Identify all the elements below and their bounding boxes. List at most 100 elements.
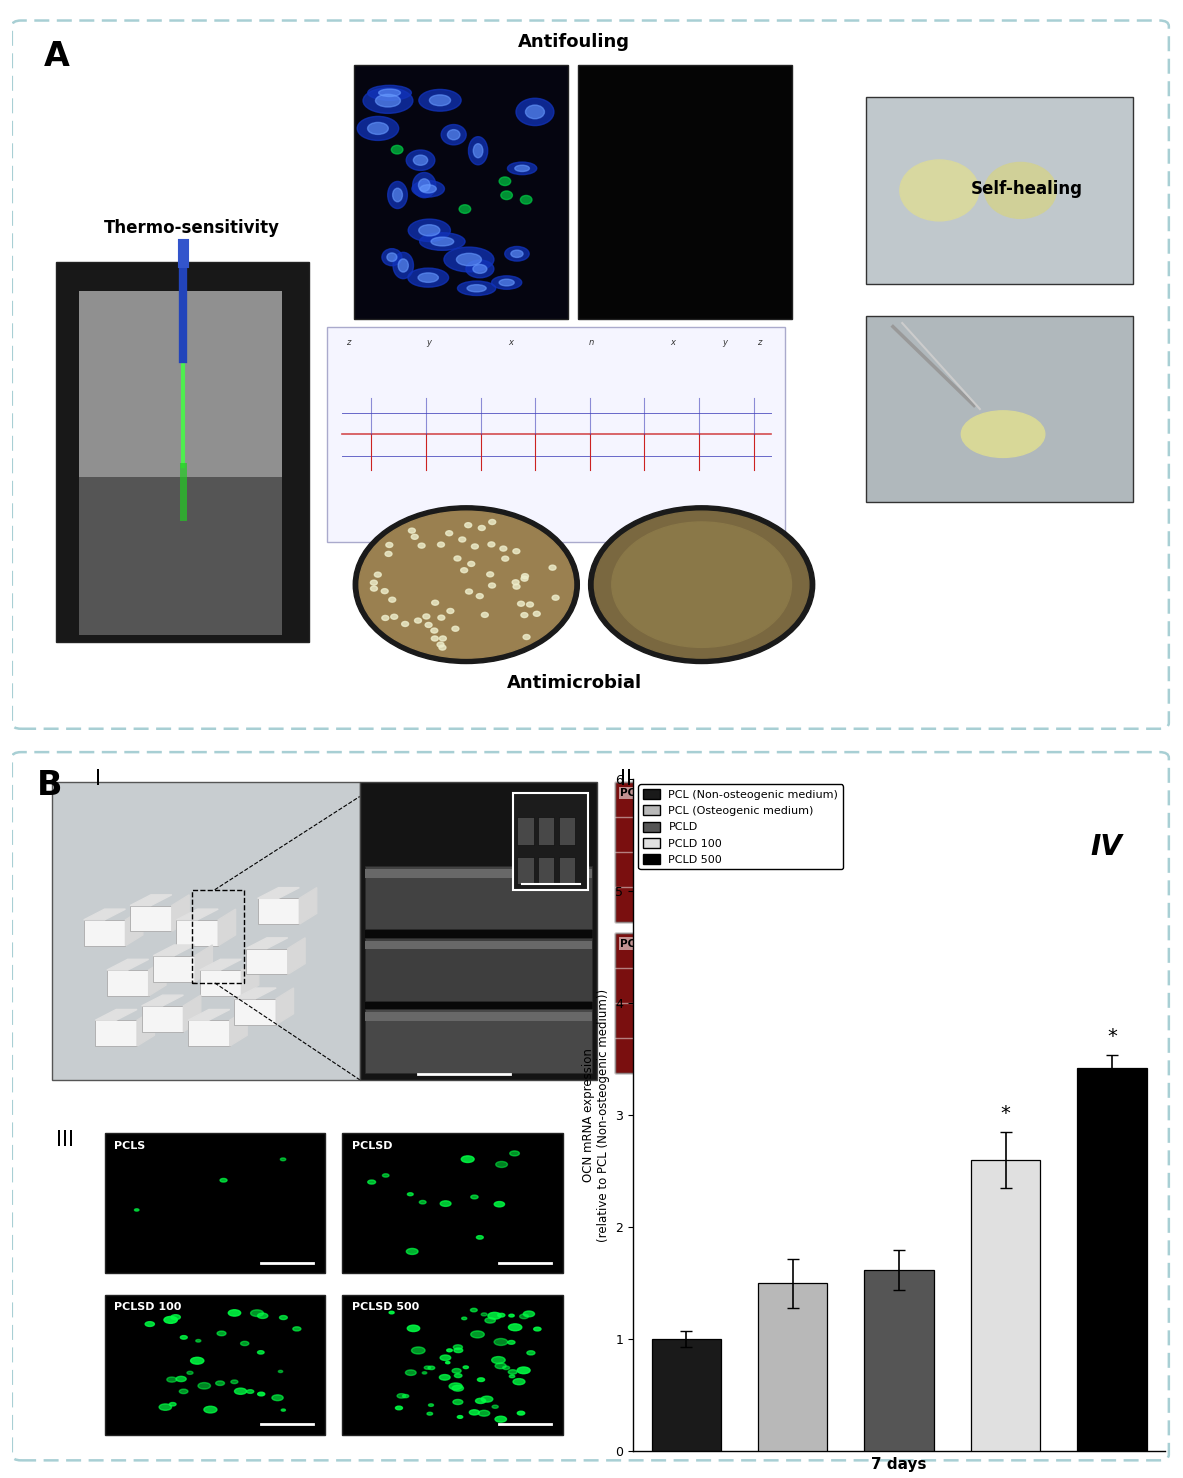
Text: IV: IV [1091, 832, 1123, 860]
Polygon shape [106, 959, 149, 970]
Ellipse shape [464, 1366, 468, 1369]
Polygon shape [200, 959, 241, 970]
Ellipse shape [508, 163, 537, 174]
Ellipse shape [452, 1385, 464, 1391]
Ellipse shape [525, 105, 544, 118]
Ellipse shape [594, 511, 809, 658]
Ellipse shape [425, 622, 432, 628]
Ellipse shape [354, 505, 580, 664]
Ellipse shape [461, 1317, 467, 1320]
FancyBboxPatch shape [96, 1020, 137, 1046]
Text: y: y [427, 337, 432, 346]
Ellipse shape [228, 1310, 240, 1315]
FancyBboxPatch shape [154, 956, 195, 981]
FancyBboxPatch shape [560, 817, 575, 844]
Ellipse shape [419, 89, 461, 111]
Ellipse shape [517, 1367, 530, 1373]
Ellipse shape [406, 1370, 416, 1376]
Ellipse shape [438, 615, 445, 621]
Ellipse shape [180, 1336, 187, 1339]
FancyBboxPatch shape [234, 999, 276, 1024]
Ellipse shape [387, 253, 397, 262]
Ellipse shape [170, 1314, 180, 1320]
Text: II: II [621, 770, 633, 789]
Ellipse shape [478, 1377, 485, 1382]
Ellipse shape [534, 1327, 541, 1330]
Ellipse shape [962, 411, 1045, 457]
Ellipse shape [485, 1318, 496, 1323]
Ellipse shape [251, 1310, 264, 1317]
Polygon shape [149, 959, 166, 996]
Bar [1078, 1069, 1146, 1451]
Ellipse shape [293, 1327, 300, 1332]
Text: Thermo-sensitivity: Thermo-sensitivity [104, 219, 279, 236]
FancyBboxPatch shape [615, 782, 791, 922]
Ellipse shape [517, 1411, 525, 1414]
Polygon shape [96, 1009, 137, 1020]
Text: PCLS: PCLS [114, 1141, 146, 1151]
Ellipse shape [453, 1400, 463, 1404]
FancyBboxPatch shape [328, 327, 786, 541]
Ellipse shape [408, 219, 451, 241]
Ellipse shape [477, 1236, 484, 1239]
Ellipse shape [499, 177, 511, 186]
FancyBboxPatch shape [342, 1134, 563, 1273]
Ellipse shape [399, 259, 408, 272]
Ellipse shape [505, 247, 529, 262]
Ellipse shape [187, 1372, 193, 1375]
Ellipse shape [440, 1355, 451, 1360]
Ellipse shape [492, 276, 522, 290]
Ellipse shape [412, 1346, 425, 1354]
Text: PCLD: PCLD [806, 788, 836, 798]
Ellipse shape [418, 273, 439, 282]
Ellipse shape [476, 1398, 486, 1404]
Ellipse shape [428, 1404, 433, 1407]
Ellipse shape [407, 1326, 420, 1332]
Ellipse shape [521, 195, 532, 204]
Ellipse shape [515, 166, 530, 171]
FancyBboxPatch shape [366, 1009, 592, 1073]
Ellipse shape [447, 130, 460, 140]
Ellipse shape [418, 542, 425, 548]
Ellipse shape [382, 1174, 389, 1176]
Ellipse shape [432, 636, 438, 641]
FancyBboxPatch shape [366, 1012, 592, 1021]
Ellipse shape [146, 1321, 155, 1326]
Ellipse shape [389, 597, 396, 602]
Ellipse shape [198, 1382, 211, 1389]
Polygon shape [246, 937, 287, 949]
Ellipse shape [446, 1361, 450, 1364]
Ellipse shape [218, 1332, 226, 1336]
FancyBboxPatch shape [538, 857, 555, 884]
Ellipse shape [240, 1342, 248, 1345]
Legend: PCL (Non-osteogenic medium), PCL (Osteogenic medium), PCLD, PCLD 100, PCLD 500: PCL (Non-osteogenic medium), PCL (Osteog… [639, 785, 842, 869]
FancyBboxPatch shape [354, 65, 568, 319]
Text: y: y [723, 337, 728, 346]
FancyBboxPatch shape [517, 817, 534, 844]
Ellipse shape [526, 602, 534, 607]
Ellipse shape [471, 1196, 478, 1199]
Ellipse shape [984, 163, 1056, 219]
Ellipse shape [489, 519, 496, 525]
Ellipse shape [280, 1157, 286, 1160]
FancyBboxPatch shape [366, 869, 592, 878]
FancyBboxPatch shape [56, 262, 309, 641]
Ellipse shape [487, 1312, 502, 1320]
Ellipse shape [406, 1249, 418, 1255]
Polygon shape [188, 1009, 230, 1020]
FancyBboxPatch shape [512, 794, 588, 890]
Ellipse shape [519, 1314, 529, 1318]
Ellipse shape [368, 86, 412, 101]
Ellipse shape [499, 279, 515, 285]
Text: PCL: PCL [621, 788, 642, 798]
Text: PCLSD 100: PCLSD 100 [114, 1302, 181, 1312]
Ellipse shape [612, 522, 791, 647]
Ellipse shape [402, 621, 408, 627]
FancyBboxPatch shape [366, 1001, 592, 1009]
Ellipse shape [368, 123, 388, 134]
Ellipse shape [452, 627, 459, 631]
Ellipse shape [523, 1311, 535, 1317]
Ellipse shape [513, 1379, 525, 1385]
Ellipse shape [246, 1389, 254, 1394]
Ellipse shape [407, 1193, 413, 1196]
